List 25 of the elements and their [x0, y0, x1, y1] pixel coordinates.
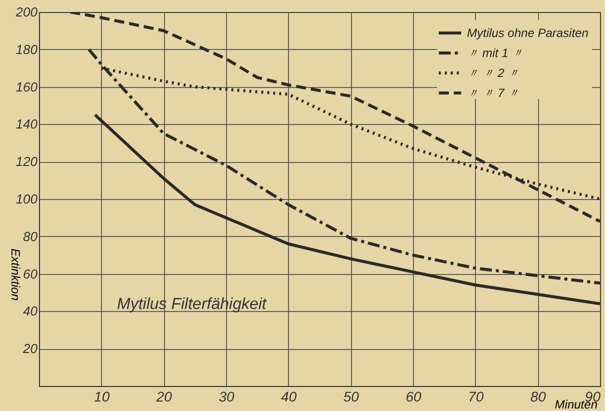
y-tick-label: 80	[23, 228, 38, 244]
legend-label: 〃 〃 7 〃	[467, 86, 520, 100]
legend-label: Mytilus ohne Parasiten	[467, 26, 589, 40]
x-tick-label: 70	[468, 388, 484, 404]
y-tick-label: 180	[16, 42, 38, 57]
y-tick-label: 160	[16, 79, 38, 94]
x-tick-label: 10	[94, 388, 110, 404]
y-axis-title: Extinktion	[8, 248, 22, 301]
y-tick-label: 100	[16, 192, 38, 206]
line-series	[68, 12, 600, 223]
y-tick-label: 120	[16, 154, 38, 170]
x-tick-label: 80	[530, 388, 546, 404]
y-tick-label: 40	[23, 304, 38, 319]
x-tick-label: 50	[343, 388, 360, 404]
y-tick-label: 200	[14, 4, 38, 20]
x-tick-label: 60	[406, 388, 422, 404]
legend-label: 〃 〃 2 〃	[467, 66, 520, 80]
y-tick-label: 60	[23, 266, 38, 282]
x-tick-label: 30	[218, 388, 234, 404]
x-tick-label: 40	[281, 388, 297, 404]
y-tick-label: 140	[16, 116, 38, 132]
legend-label: 〃 mit 1 〃	[467, 46, 524, 60]
x-tick-label: 20	[155, 388, 172, 404]
line-series	[87, 48, 600, 285]
y-tick-label: 20	[22, 341, 38, 356]
